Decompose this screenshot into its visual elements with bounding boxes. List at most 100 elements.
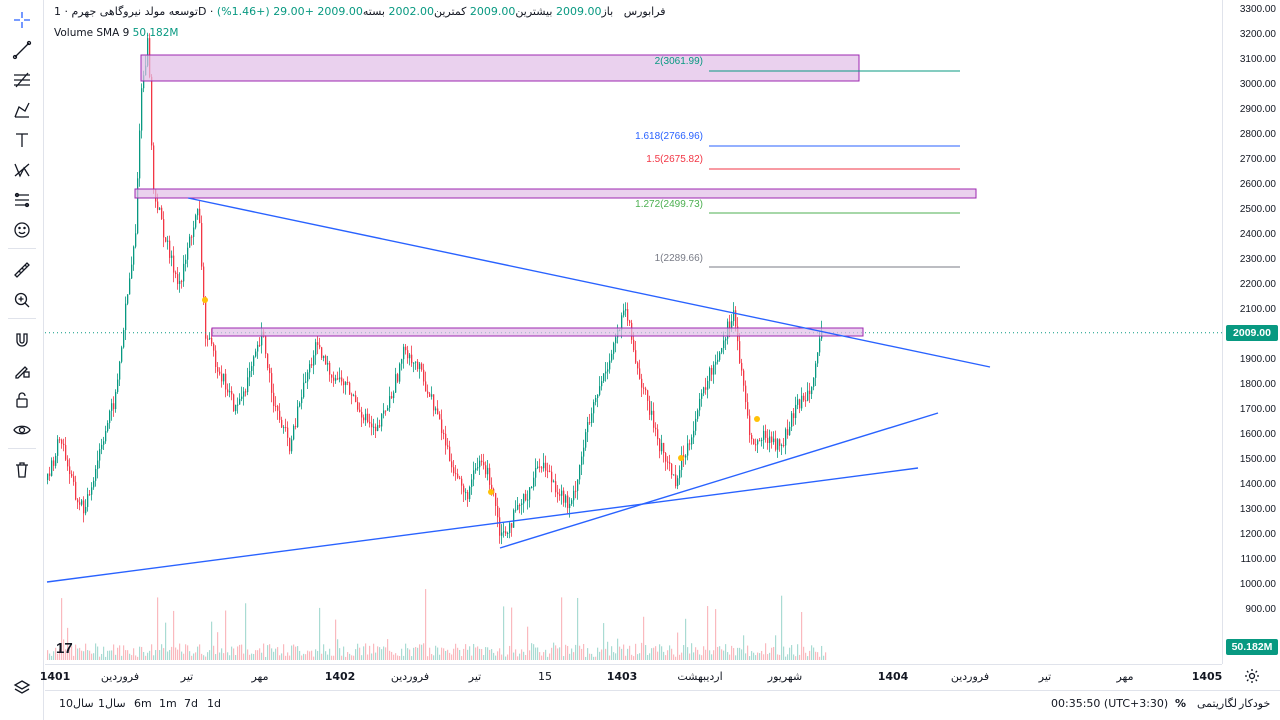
fib-level-label: 1.5(2675.82) bbox=[646, 154, 703, 165]
candle-body bbox=[491, 484, 493, 489]
volume-bar bbox=[139, 646, 141, 660]
candle-body bbox=[469, 486, 471, 500]
lock-icon[interactable] bbox=[8, 386, 36, 414]
candle-body bbox=[203, 266, 205, 298]
volume-bar bbox=[209, 650, 211, 660]
volume-bar bbox=[95, 643, 97, 660]
candle-body bbox=[537, 466, 539, 468]
candle-body bbox=[627, 309, 629, 321]
chart-pane[interactable]: 2(3061.99) 1.618(2766.96) 1.5(2675.82) 1.27… bbox=[45, 0, 1222, 690]
candle-body bbox=[53, 460, 55, 466]
resistance-zone bbox=[134, 188, 977, 199]
candle-body bbox=[673, 474, 675, 476]
time-axis[interactable]: 1401 فروردین تیر مهر 1402 فروردین تیر 15 1403 ارد… bbox=[40, 664, 1222, 688]
brush-icon[interactable] bbox=[8, 96, 36, 124]
volume-bar bbox=[353, 655, 355, 660]
volume-bar bbox=[311, 650, 313, 660]
candle-body bbox=[431, 394, 433, 397]
forecast-icon[interactable] bbox=[8, 186, 36, 214]
range-6m[interactable]: 6m bbox=[134, 697, 152, 710]
legend-low: 2002.00 bbox=[388, 5, 435, 18]
volume-bar bbox=[659, 644, 661, 660]
candle-body bbox=[199, 208, 201, 224]
volume-bar bbox=[401, 648, 403, 660]
candle-body bbox=[513, 510, 515, 528]
trash-icon[interactable] bbox=[8, 456, 36, 484]
price-axis[interactable]: 3300.00 3200.00 3100.00 3000.00 2900.00 2800.… bbox=[1222, 0, 1280, 664]
volume-bar bbox=[317, 650, 319, 660]
candle-body bbox=[819, 338, 821, 353]
legend-interval[interactable]: 1D bbox=[54, 5, 207, 18]
price-chart[interactable]: 2(3061.99) 1.618(2766.96) 1.5(2675.82) 1.27… bbox=[45, 0, 1222, 690]
candle-body bbox=[801, 395, 803, 409]
candle-body bbox=[415, 361, 417, 363]
volume-bar bbox=[617, 638, 619, 660]
candle-body bbox=[365, 413, 367, 421]
candle-body bbox=[499, 517, 501, 536]
candle-body bbox=[99, 449, 101, 461]
candle-body bbox=[439, 414, 441, 420]
candle-body bbox=[565, 495, 567, 503]
volume-bar bbox=[787, 654, 789, 660]
candle-body bbox=[265, 336, 267, 354]
log-toggle[interactable]: لگاریتمی bbox=[1197, 697, 1237, 710]
volume-bar bbox=[623, 644, 625, 660]
range-1m[interactable]: 1m bbox=[159, 697, 177, 710]
auto-toggle[interactable]: خودکار bbox=[1239, 697, 1271, 710]
gear-icon[interactable] bbox=[1242, 666, 1262, 686]
volume-bar bbox=[521, 649, 523, 660]
volume-bar bbox=[373, 643, 375, 660]
tradingview-logo[interactable]: 17 bbox=[56, 640, 73, 657]
volume-bar bbox=[293, 644, 295, 660]
layers-icon[interactable] bbox=[12, 678, 32, 698]
toolbar-divider bbox=[8, 248, 36, 249]
volume-bar bbox=[773, 646, 775, 660]
volume-bar bbox=[671, 648, 673, 660]
candle-body bbox=[587, 422, 589, 433]
trendline-icon[interactable] bbox=[8, 36, 36, 64]
volume-bar bbox=[755, 655, 757, 660]
volume-bar bbox=[87, 650, 89, 660]
emoji-icon[interactable] bbox=[8, 216, 36, 244]
range-1d[interactable]: 1d bbox=[207, 697, 221, 710]
volume-bar bbox=[217, 632, 219, 660]
candle-body bbox=[747, 402, 749, 416]
candle-body bbox=[583, 447, 585, 457]
candle-body bbox=[771, 436, 773, 443]
candle-body bbox=[347, 382, 349, 384]
crosshair-icon[interactable] bbox=[8, 6, 36, 34]
ruler-icon[interactable] bbox=[8, 256, 36, 284]
volume-bar bbox=[291, 645, 293, 660]
candle-body bbox=[381, 413, 383, 427]
volume-bar bbox=[239, 644, 241, 660]
candle-body bbox=[705, 387, 707, 390]
price-tick: 3100.00 bbox=[1239, 54, 1276, 65]
pattern-icon[interactable] bbox=[8, 156, 36, 184]
range-7d[interactable]: 7d bbox=[184, 697, 198, 710]
eye-icon[interactable] bbox=[8, 416, 36, 444]
zoom-icon[interactable] bbox=[8, 286, 36, 314]
time-tick: 1402 bbox=[324, 670, 356, 683]
candle-body bbox=[479, 460, 481, 468]
magnet-icon[interactable] bbox=[8, 326, 36, 354]
lock-drawing-icon[interactable] bbox=[8, 356, 36, 384]
candle-body bbox=[663, 442, 665, 454]
fib-icon[interactable] bbox=[8, 66, 36, 94]
volume-bar bbox=[519, 653, 521, 660]
volume-bar bbox=[539, 652, 541, 660]
volume-legend[interactable]: Volume SMA 9 50.182M bbox=[54, 27, 178, 39]
volume-bar bbox=[531, 643, 533, 660]
text-icon[interactable] bbox=[8, 126, 36, 154]
candle-body bbox=[383, 410, 385, 414]
volume-bar bbox=[541, 655, 543, 660]
range-10y[interactable]: 10سال bbox=[59, 697, 94, 710]
range-1y[interactable]: 1سال bbox=[98, 697, 126, 710]
candle-body bbox=[311, 364, 313, 366]
candle-body bbox=[593, 402, 595, 414]
legend-symbol[interactable]: توسعه مولد نیروگاهی جهرم bbox=[71, 5, 198, 18]
percent-toggle[interactable]: % bbox=[1175, 697, 1187, 710]
clock-timezone[interactable]: 00:35:50 (UTC+3:30) bbox=[1051, 697, 1169, 710]
candle-body bbox=[187, 247, 189, 260]
volume-bar bbox=[685, 618, 687, 660]
volume-bar bbox=[235, 655, 237, 660]
